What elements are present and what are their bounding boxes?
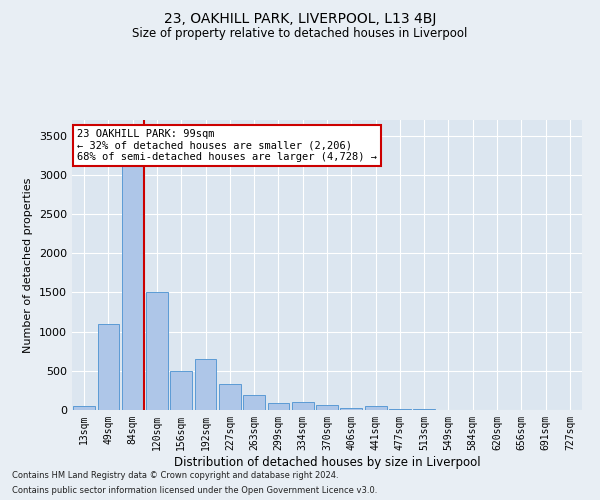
Bar (194, 359, 217, 410)
Bar (97, 324, 119, 410)
Text: 23, OAKHILL PARK, LIVERPOOL, L13 4BJ: 23, OAKHILL PARK, LIVERPOOL, L13 4BJ (164, 12, 436, 26)
Bar (413, 409, 435, 410)
Bar (389, 409, 411, 410)
Bar (73, 406, 95, 410)
Text: Size of property relative to detached houses in Liverpool: Size of property relative to detached ho… (133, 28, 467, 40)
Bar (316, 406, 338, 410)
X-axis label: Distribution of detached houses by size in Liverpool: Distribution of detached houses by size … (173, 456, 481, 468)
Bar (365, 406, 386, 410)
Text: Contains HM Land Registry data © Crown copyright and database right 2024.: Contains HM Land Registry data © Crown c… (12, 471, 338, 480)
Bar (170, 371, 192, 410)
Bar (340, 408, 362, 410)
Bar (268, 403, 289, 410)
Bar (243, 394, 265, 410)
Y-axis label: Number of detached properties: Number of detached properties (23, 178, 34, 352)
Text: 23 OAKHILL PARK: 99sqm
← 32% of detached houses are smaller (2,206)
68% of semi-: 23 OAKHILL PARK: 99sqm ← 32% of detached… (77, 128, 377, 162)
Bar (146, 292, 168, 410)
Bar (219, 384, 241, 410)
Bar (122, 140, 143, 410)
Bar (292, 402, 314, 410)
Text: Contains public sector information licensed under the Open Government Licence v3: Contains public sector information licen… (12, 486, 377, 495)
